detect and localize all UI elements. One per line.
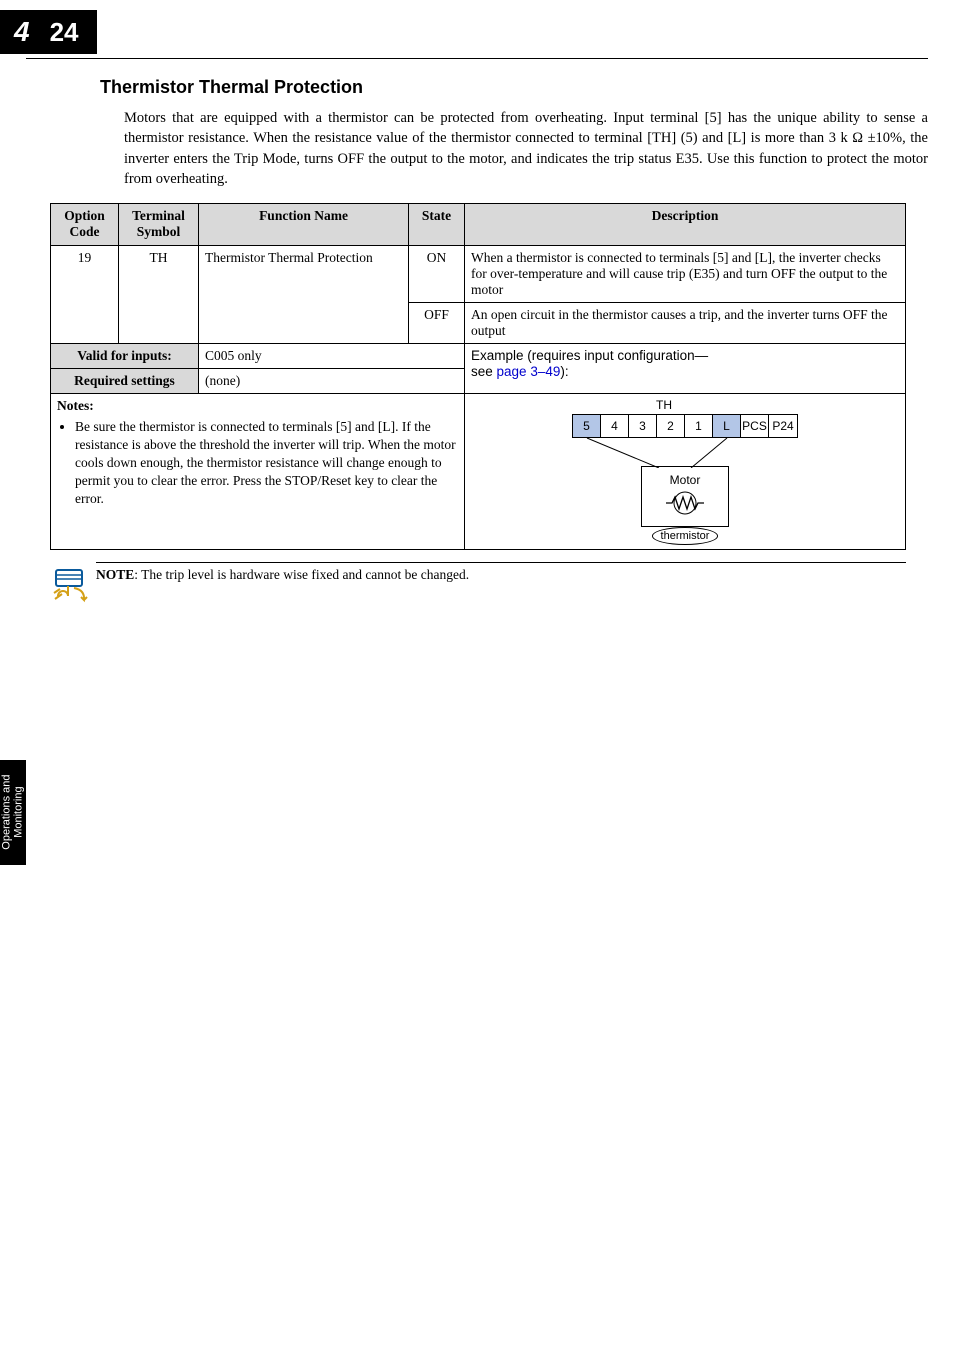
motor-box: Motor [641,466,729,527]
section-title: Thermistor Thermal Protection [100,77,928,98]
table-row: 19 TH Thermistor Thermal Protection ON W… [51,245,906,302]
cell-desc-on: When a thermistor is connected to termin… [465,245,906,302]
diagram: TH 54321LPCSP24 Motor thermistor [572,398,798,545]
cell-valid-inputs-label: Valid for inputs: [51,343,199,368]
table-row: Valid for inputs: C005 only Example (req… [51,343,906,368]
th-description: Description [465,204,906,245]
note-rule [96,562,906,563]
cell-state-on: ON [409,245,465,302]
notes-bullet: Be sure the thermistor is connected to t… [75,418,458,509]
side-tab: Operations and Monitoring [0,760,26,865]
cell-req-settings-value: (none) [199,368,465,393]
cell-valid-inputs-value: C005 only [199,343,465,368]
example-line2-prefix: see [471,364,497,379]
note-row: NOTE: The trip level is hardware wise fi… [50,562,906,611]
chapter-tab: 4 24 [0,10,97,54]
th-terminal-symbol: Terminal Symbol [119,204,199,245]
diagram-wires [573,438,797,468]
terminal-cell: 2 [657,415,685,437]
body-paragraph: Motors that are equipped with a thermist… [124,108,928,189]
example-line1: Example (requires input configuration— [471,348,708,363]
motor-label: Motor [646,473,724,487]
cell-function-name: Thermistor Thermal Protection [199,245,409,343]
note-icon [50,566,96,611]
terminal-cell: PCS [741,415,769,437]
terminal-cell: 3 [629,415,657,437]
note-text: NOTE: The trip level is hardware wise fi… [96,567,906,583]
cell-state-off: OFF [409,302,465,343]
resistor-icon [660,491,710,515]
th-function-name: Function Name [199,204,409,245]
thermistor-label: thermistor [652,527,719,545]
terminal-cell: 1 [685,415,713,437]
cell-desc-off: An open circuit in the thermistor causes… [465,302,906,343]
thermistor-table: Option Code Terminal Symbol Function Nam… [50,203,906,549]
terminal-cell: P24 [769,415,797,437]
page-number: 24 [50,17,79,48]
cell-example: Example (requires input configuration— s… [465,343,906,393]
cell-option-code: 19 [51,245,119,343]
th-state: State [409,204,465,245]
example-line2-suffix: ): [560,364,568,379]
side-tab-line2: Monitoring [13,787,25,838]
terminal-cell: 4 [601,415,629,437]
cell-notes: Notes: Be sure the thermistor is connect… [51,393,465,549]
cell-terminal-symbol: TH [119,245,199,343]
example-link[interactable]: page 3–49 [497,364,561,379]
notes-heading: Notes: [57,398,458,414]
terminal-cell: L [713,415,741,437]
note-bold: NOTE [96,567,134,582]
cell-diagram: TH 54321LPCSP24 Motor thermistor [465,393,906,549]
cell-req-settings-label: Required settings [51,368,199,393]
chapter-number: 4 [14,16,30,48]
table-row: Notes: Be sure the thermistor is connect… [51,393,906,549]
th-option-code: Option Code [51,204,119,245]
terminal-cell: 5 [573,415,601,437]
terminal-row: 54321LPCSP24 [572,414,798,438]
diagram-th-label: TH [656,398,798,412]
side-tab-line1: Operations and [1,775,13,850]
note-rest: : The trip level is hardware wise fixed … [134,567,469,582]
